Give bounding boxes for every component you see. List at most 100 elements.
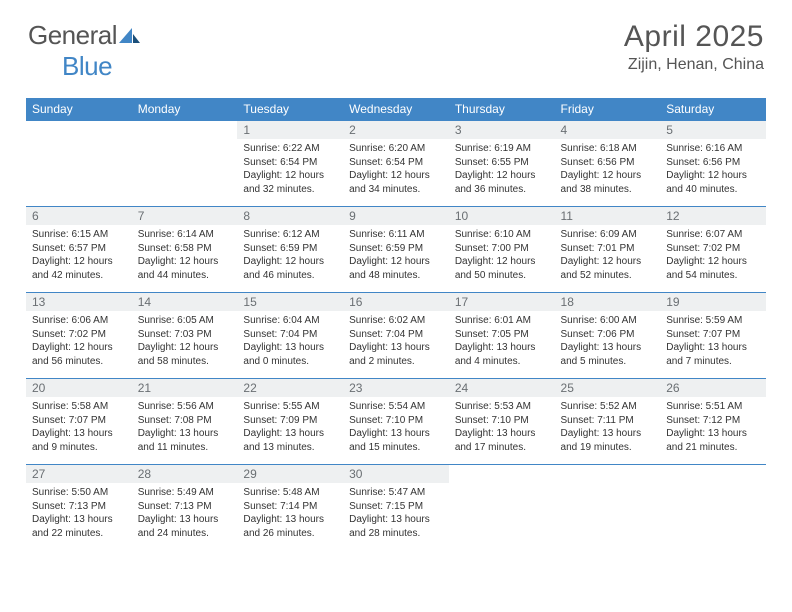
calendar-cell: 29 Sunrise: 5:48 AMSunset: 7:14 PMDayligh… [237,465,343,551]
day-number: 22 [237,379,343,397]
day-number: 12 [660,207,766,225]
day-header: Thursday [449,98,555,121]
sunset-text: Sunset: 6:54 PM [243,156,337,170]
day-number: 6 [26,207,132,225]
day-details: Sunrise: 6:19 AMSunset: 6:55 PMDaylight:… [449,139,555,200]
day-number: 18 [555,293,661,311]
month-title: April 2025 [624,20,764,54]
day-number: 16 [343,293,449,311]
calendar-body: ..1Sunrise: 6:22 AMSunset: 6:54 PMDaylig… [26,121,766,551]
day-number: 27 [26,465,132,483]
daylight-text: Daylight: 13 hours and 19 minutes. [561,427,655,454]
sunrise-text: Sunrise: 6:10 AM [455,228,549,242]
sunrise-text: Sunrise: 5:54 AM [349,400,443,414]
sunset-text: Sunset: 7:11 PM [561,414,655,428]
sunrise-text: Sunrise: 5:58 AM [32,400,126,414]
day-details: Sunrise: 6:09 AMSunset: 7:01 PMDaylight:… [555,225,661,286]
sunset-text: Sunset: 6:55 PM [455,156,549,170]
day-details: Sunrise: 5:55 AMSunset: 7:09 PMDaylight:… [237,397,343,458]
calendar-cell: 21Sunrise: 5:56 AMSunset: 7:08 PMDayligh… [132,379,238,465]
calendar-cell: 26Sunrise: 5:51 AMSunset: 7:12 PMDayligh… [660,379,766,465]
calendar-cell: 17Sunrise: 6:01 AMSunset: 7:05 PMDayligh… [449,293,555,379]
sunrise-text: Sunrise: 5:51 AM [666,400,760,414]
sunset-text: Sunset: 7:06 PM [561,328,655,342]
calendar-cell: 13Sunrise: 6:06 AMSunset: 7:02 PMDayligh… [26,293,132,379]
day-details: Sunrise: 6:15 AMSunset: 6:57 PMDaylight:… [26,225,132,286]
calendar-cell: 22Sunrise: 5:55 AMSunset: 7:09 PMDayligh… [237,379,343,465]
day-details: Sunrise: 5:51 AMSunset: 7:12 PMDaylight:… [660,397,766,458]
daylight-text: Daylight: 12 hours and 46 minutes. [243,255,337,282]
daylight-text: Daylight: 12 hours and 36 minutes. [455,169,549,196]
day-details: Sunrise: 6:12 AMSunset: 6:59 PMDaylight:… [237,225,343,286]
daylight-text: Daylight: 12 hours and 34 minutes. [349,169,443,196]
day-details: Sunrise: 5:53 AMSunset: 7:10 PMDaylight:… [449,397,555,458]
day-header: Friday [555,98,661,121]
daylight-text: Daylight: 13 hours and 24 minutes. [138,513,232,540]
sunset-text: Sunset: 7:13 PM [138,500,232,514]
day-header-row: Sunday Monday Tuesday Wednesday Thursday… [26,98,766,121]
calendar-cell: 14Sunrise: 6:05 AMSunset: 7:03 PMDayligh… [132,293,238,379]
calendar-cell: 19Sunrise: 5:59 AMSunset: 7:07 PMDayligh… [660,293,766,379]
sunrise-text: Sunrise: 5:48 AM [243,486,337,500]
day-number: 14 [132,293,238,311]
sunset-text: Sunset: 7:10 PM [349,414,443,428]
daylight-text: Daylight: 13 hours and 4 minutes. [455,341,549,368]
daylight-text: Daylight: 12 hours and 48 minutes. [349,255,443,282]
daylight-text: Daylight: 12 hours and 50 minutes. [455,255,549,282]
day-details: Sunrise: 5:56 AMSunset: 7:08 PMDaylight:… [132,397,238,458]
daylight-text: Daylight: 13 hours and 26 minutes. [243,513,337,540]
sunset-text: Sunset: 7:14 PM [243,500,337,514]
calendar-cell: 23Sunrise: 5:54 AMSunset: 7:10 PMDayligh… [343,379,449,465]
calendar-cell: 18Sunrise: 6:00 AMSunset: 7:06 PMDayligh… [555,293,661,379]
daylight-text: Daylight: 12 hours and 44 minutes. [138,255,232,282]
calendar-cell: . [555,465,661,551]
day-details: Sunrise: 5:52 AMSunset: 7:11 PMDaylight:… [555,397,661,458]
daylight-text: Daylight: 12 hours and 52 minutes. [561,255,655,282]
calendar-cell: 2Sunrise: 6:20 AMSunset: 6:54 PMDaylight… [343,121,449,207]
day-number: 2 [343,121,449,139]
day-number: 15 [237,293,343,311]
sunset-text: Sunset: 7:00 PM [455,242,549,256]
calendar-cell: 25Sunrise: 5:52 AMSunset: 7:11 PMDayligh… [555,379,661,465]
sunrise-text: Sunrise: 6:06 AM [32,314,126,328]
sunset-text: Sunset: 6:56 PM [561,156,655,170]
sunrise-text: Sunrise: 5:55 AM [243,400,337,414]
sunset-text: Sunset: 7:08 PM [138,414,232,428]
day-header: Saturday [660,98,766,121]
calendar-cell: . [26,121,132,207]
day-number: 3 [449,121,555,139]
calendar-week: 20Sunrise: 5:58 AMSunset: 7:07 PMDayligh… [26,379,766,465]
day-number: 28 [132,465,238,483]
day-number: 24 [449,379,555,397]
day-number: 7 [132,207,238,225]
calendar-cell: 7Sunrise: 6:14 AMSunset: 6:58 PMDaylight… [132,207,238,293]
day-details: Sunrise: 5:54 AMSunset: 7:10 PMDaylight:… [343,397,449,458]
daylight-text: Daylight: 12 hours and 32 minutes. [243,169,337,196]
day-number: 9 [343,207,449,225]
day-number: 10 [449,207,555,225]
calendar-cell: 24Sunrise: 5:53 AMSunset: 7:10 PMDayligh… [449,379,555,465]
sunset-text: Sunset: 6:59 PM [349,242,443,256]
daylight-text: Daylight: 12 hours and 40 minutes. [666,169,760,196]
day-details: Sunrise: 6:06 AMSunset: 7:02 PMDaylight:… [26,311,132,372]
day-details: Sunrise: 6:05 AMSunset: 7:03 PMDaylight:… [132,311,238,372]
calendar-cell: 11Sunrise: 6:09 AMSunset: 7:01 PMDayligh… [555,207,661,293]
daylight-text: Daylight: 13 hours and 9 minutes. [32,427,126,454]
day-details: Sunrise: 6:16 AMSunset: 6:56 PMDaylight:… [660,139,766,200]
sunset-text: Sunset: 7:07 PM [32,414,126,428]
day-number: 29 [237,465,343,483]
sunset-text: Sunset: 7:05 PM [455,328,549,342]
sunrise-text: Sunrise: 5:56 AM [138,400,232,414]
sunset-text: Sunset: 7:12 PM [666,414,760,428]
sunrise-text: Sunrise: 6:19 AM [455,142,549,156]
sunset-text: Sunset: 7:04 PM [349,328,443,342]
calendar-cell: 15Sunrise: 6:04 AMSunset: 7:04 PMDayligh… [237,293,343,379]
day-number: 8 [237,207,343,225]
sunset-text: Sunset: 7:10 PM [455,414,549,428]
calendar-week: ..1Sunrise: 6:22 AMSunset: 6:54 PMDaylig… [26,121,766,207]
day-number: 19 [660,293,766,311]
brand-sail-icon [119,20,141,51]
sunset-text: Sunset: 7:09 PM [243,414,337,428]
calendar-table: Sunday Monday Tuesday Wednesday Thursday… [26,98,766,551]
sunrise-text: Sunrise: 6:11 AM [349,228,443,242]
